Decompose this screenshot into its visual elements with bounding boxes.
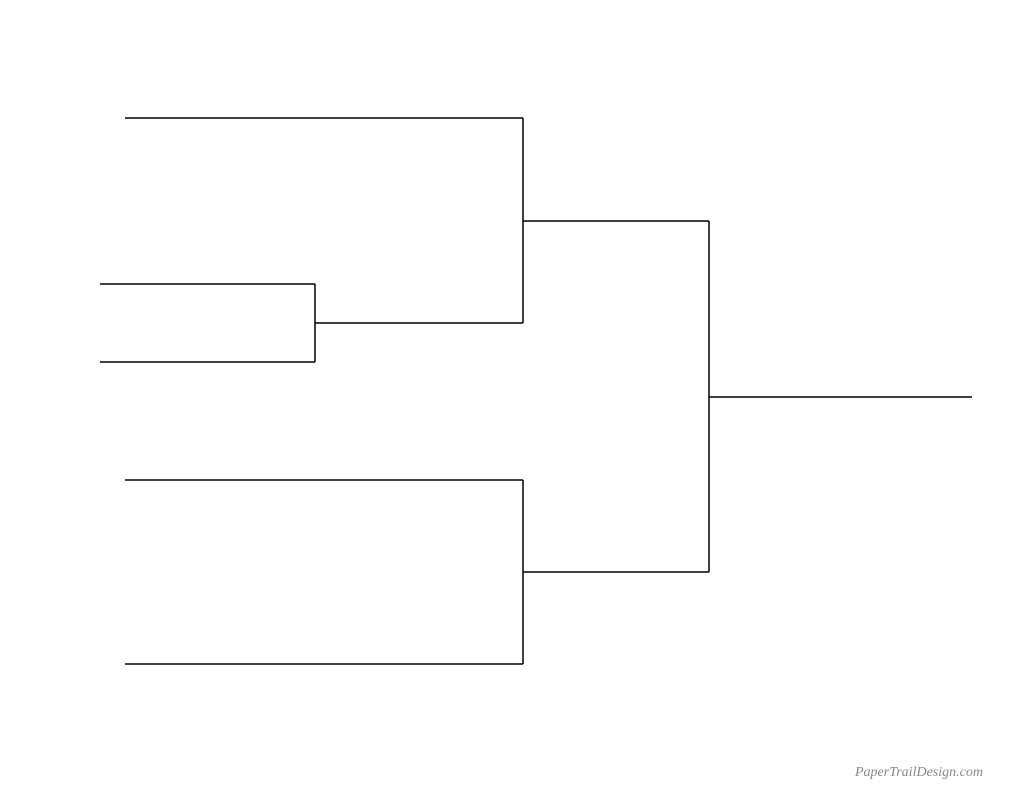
bracket-lines bbox=[100, 118, 972, 664]
attribution-text: PaperTrailDesign.com bbox=[855, 765, 983, 781]
bracket-diagram bbox=[0, 0, 1024, 791]
